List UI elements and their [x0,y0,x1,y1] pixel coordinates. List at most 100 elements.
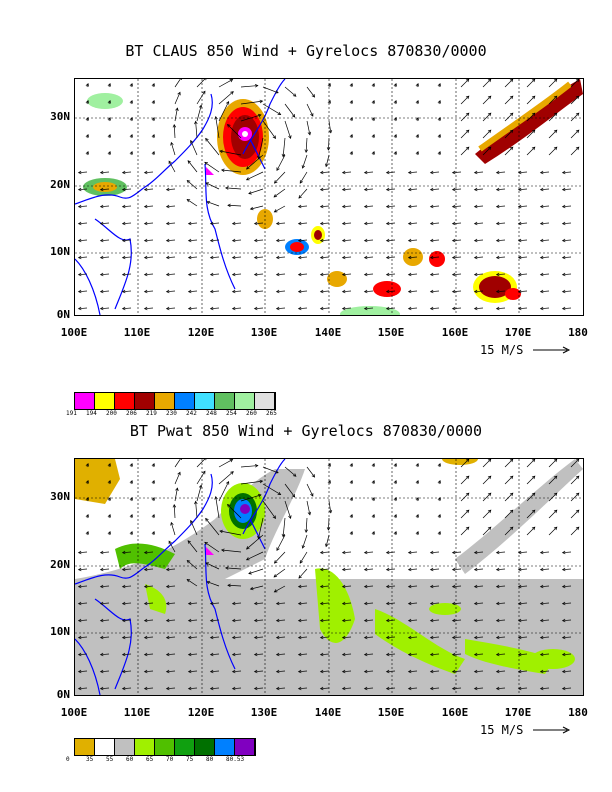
panel1-grid [75,79,583,315]
wind-vector [190,140,198,156]
wind-vector-head [231,669,236,674]
wind-vector [518,619,528,622]
wind-vector-head [385,187,390,192]
wind-vector-head [393,82,397,87]
wind-vector [452,307,462,310]
wind-vector [276,602,286,605]
wind-vector [364,290,374,293]
wind-vector-head [517,652,522,657]
wind-vector-head [121,289,126,294]
wind-vector-head [487,112,492,117]
wind-vector [320,256,330,259]
wind-vector [540,602,550,605]
legend-swatch [175,393,195,409]
wind-vector [562,171,572,174]
wind-vector [248,568,264,574]
wind-vector-head [227,583,231,588]
wind-vector [122,290,132,293]
wind-vector [328,120,332,133]
wind-vector-head [451,601,456,606]
wind-vector [474,670,484,673]
wind-vector-head [575,146,580,151]
wind-vector-head [246,546,250,550]
wind-vector [240,480,263,485]
wind-vector [364,636,374,639]
wind-vector-head [230,471,234,475]
wind-vector-head [281,153,286,158]
wind-vector [227,204,242,207]
wind-vector [408,687,418,690]
wind-vector [166,239,176,242]
wind-vector [276,307,286,310]
wind-vector [100,636,110,639]
wind-vector [166,687,176,690]
wind-vector-head [429,686,434,691]
wind-vector [364,602,374,605]
wind-vector [342,551,352,554]
legend-label: 194 [86,410,97,417]
wind-vector [144,568,154,571]
wind-vector-head [299,180,303,184]
wind-vector-head [187,272,192,277]
wind-vector-head [363,221,368,226]
wind-vector-head [253,272,258,277]
wind-vector [342,273,352,276]
wind-vector [320,171,330,174]
wind-vector-head [205,182,209,186]
wind-vector-head [99,601,104,606]
wind-vector-head [165,635,170,640]
wind-vector-head [553,79,558,83]
wind-vector-head [407,584,412,589]
wind-vector-head [341,255,346,260]
wind-vector [540,222,550,225]
wind-vector [474,239,484,242]
wind-vector [570,129,580,139]
wind-vector [562,551,572,554]
wind-vector-head [429,272,434,277]
wind-vector-head [257,493,262,498]
legend-swatch [135,393,155,409]
wind-vector-head [539,187,544,192]
wind-vector [232,636,242,639]
wind-vector [460,459,470,468]
wind-vector-head [437,116,441,121]
wind-vector [254,273,264,276]
wind-vector-head [304,149,308,153]
wind-vector [195,501,198,519]
wind-vector [100,653,110,656]
wind-vector-head [429,204,434,209]
wind-vector-head [495,204,500,209]
wind-vector [328,137,330,151]
wind-vector-head [107,99,111,104]
wind-vector-head [276,167,280,172]
wind-vector-head [177,471,181,476]
wind-vector-head [121,272,126,277]
wind-vector-head [253,635,258,640]
wind-vector-head [297,289,302,294]
wind-vector [482,509,492,519]
wind-vector-head [129,82,133,87]
wind-vector-head [531,475,536,480]
wind-vector [232,670,242,673]
wind-vector [240,85,258,88]
wind-vector [206,201,220,207]
wind-vector-head [254,464,259,468]
wind-vector [482,146,492,156]
wind-vector-head [451,669,456,674]
wind-vector-head [121,635,126,640]
panel2-xtick-160e: 160E [441,706,469,719]
wind-vector [386,239,396,242]
wind-vector-head [487,475,492,480]
wind-vector-head [121,170,126,175]
wind-vector [188,619,198,622]
wind-vector [299,171,308,184]
wind-vector-head [99,272,104,277]
wind-vector-head [487,79,492,83]
wind-vector [342,188,352,191]
wind-vector-head [553,112,558,117]
wind-vector-head [319,550,324,555]
wind-vector [518,568,528,571]
wind-vector [504,526,514,536]
wind-vector [122,585,132,588]
wind-vector [328,500,332,513]
